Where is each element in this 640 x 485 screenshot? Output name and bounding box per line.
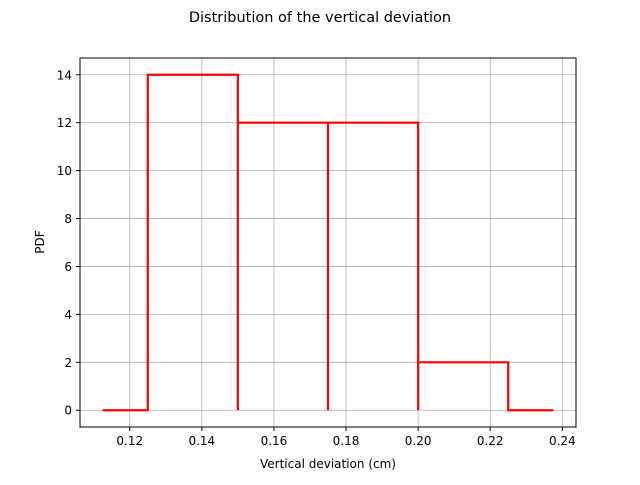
y-tick-label: 8 <box>64 212 72 226</box>
x-tick-label: 0.24 <box>549 434 576 448</box>
plot-frame <box>79 57 577 428</box>
x-tick-label: 0.22 <box>477 434 504 448</box>
x-tick-label: 0.18 <box>333 434 360 448</box>
y-tick-label: 2 <box>64 356 72 370</box>
series-layer <box>102 73 554 412</box>
x-tick-label: 0.14 <box>188 434 215 448</box>
y-tick-label: 6 <box>64 260 72 274</box>
chart-title: Distribution of the vertical deviation <box>189 10 451 26</box>
x-tick-label: 0.16 <box>261 434 288 448</box>
y-axis-label: PDF <box>33 230 47 253</box>
y-tick-label: 12 <box>57 116 72 130</box>
y-tick-label: 14 <box>57 68 72 82</box>
y-tick-label: 0 <box>64 404 72 418</box>
x-tick-label: 0.12 <box>116 434 143 448</box>
y-tick-label: 10 <box>57 164 72 178</box>
x-tick-label: 0.20 <box>405 434 432 448</box>
x-axis-label: Vertical deviation (cm) <box>260 457 396 471</box>
y-tick-label: 4 <box>64 308 72 322</box>
pdf-series-line <box>102 73 554 412</box>
ticks: 0.12 0.14 0.16 0.18 0.20 0.22 0.24 0 2 4 6 8 10 12 14 <box>57 68 576 448</box>
